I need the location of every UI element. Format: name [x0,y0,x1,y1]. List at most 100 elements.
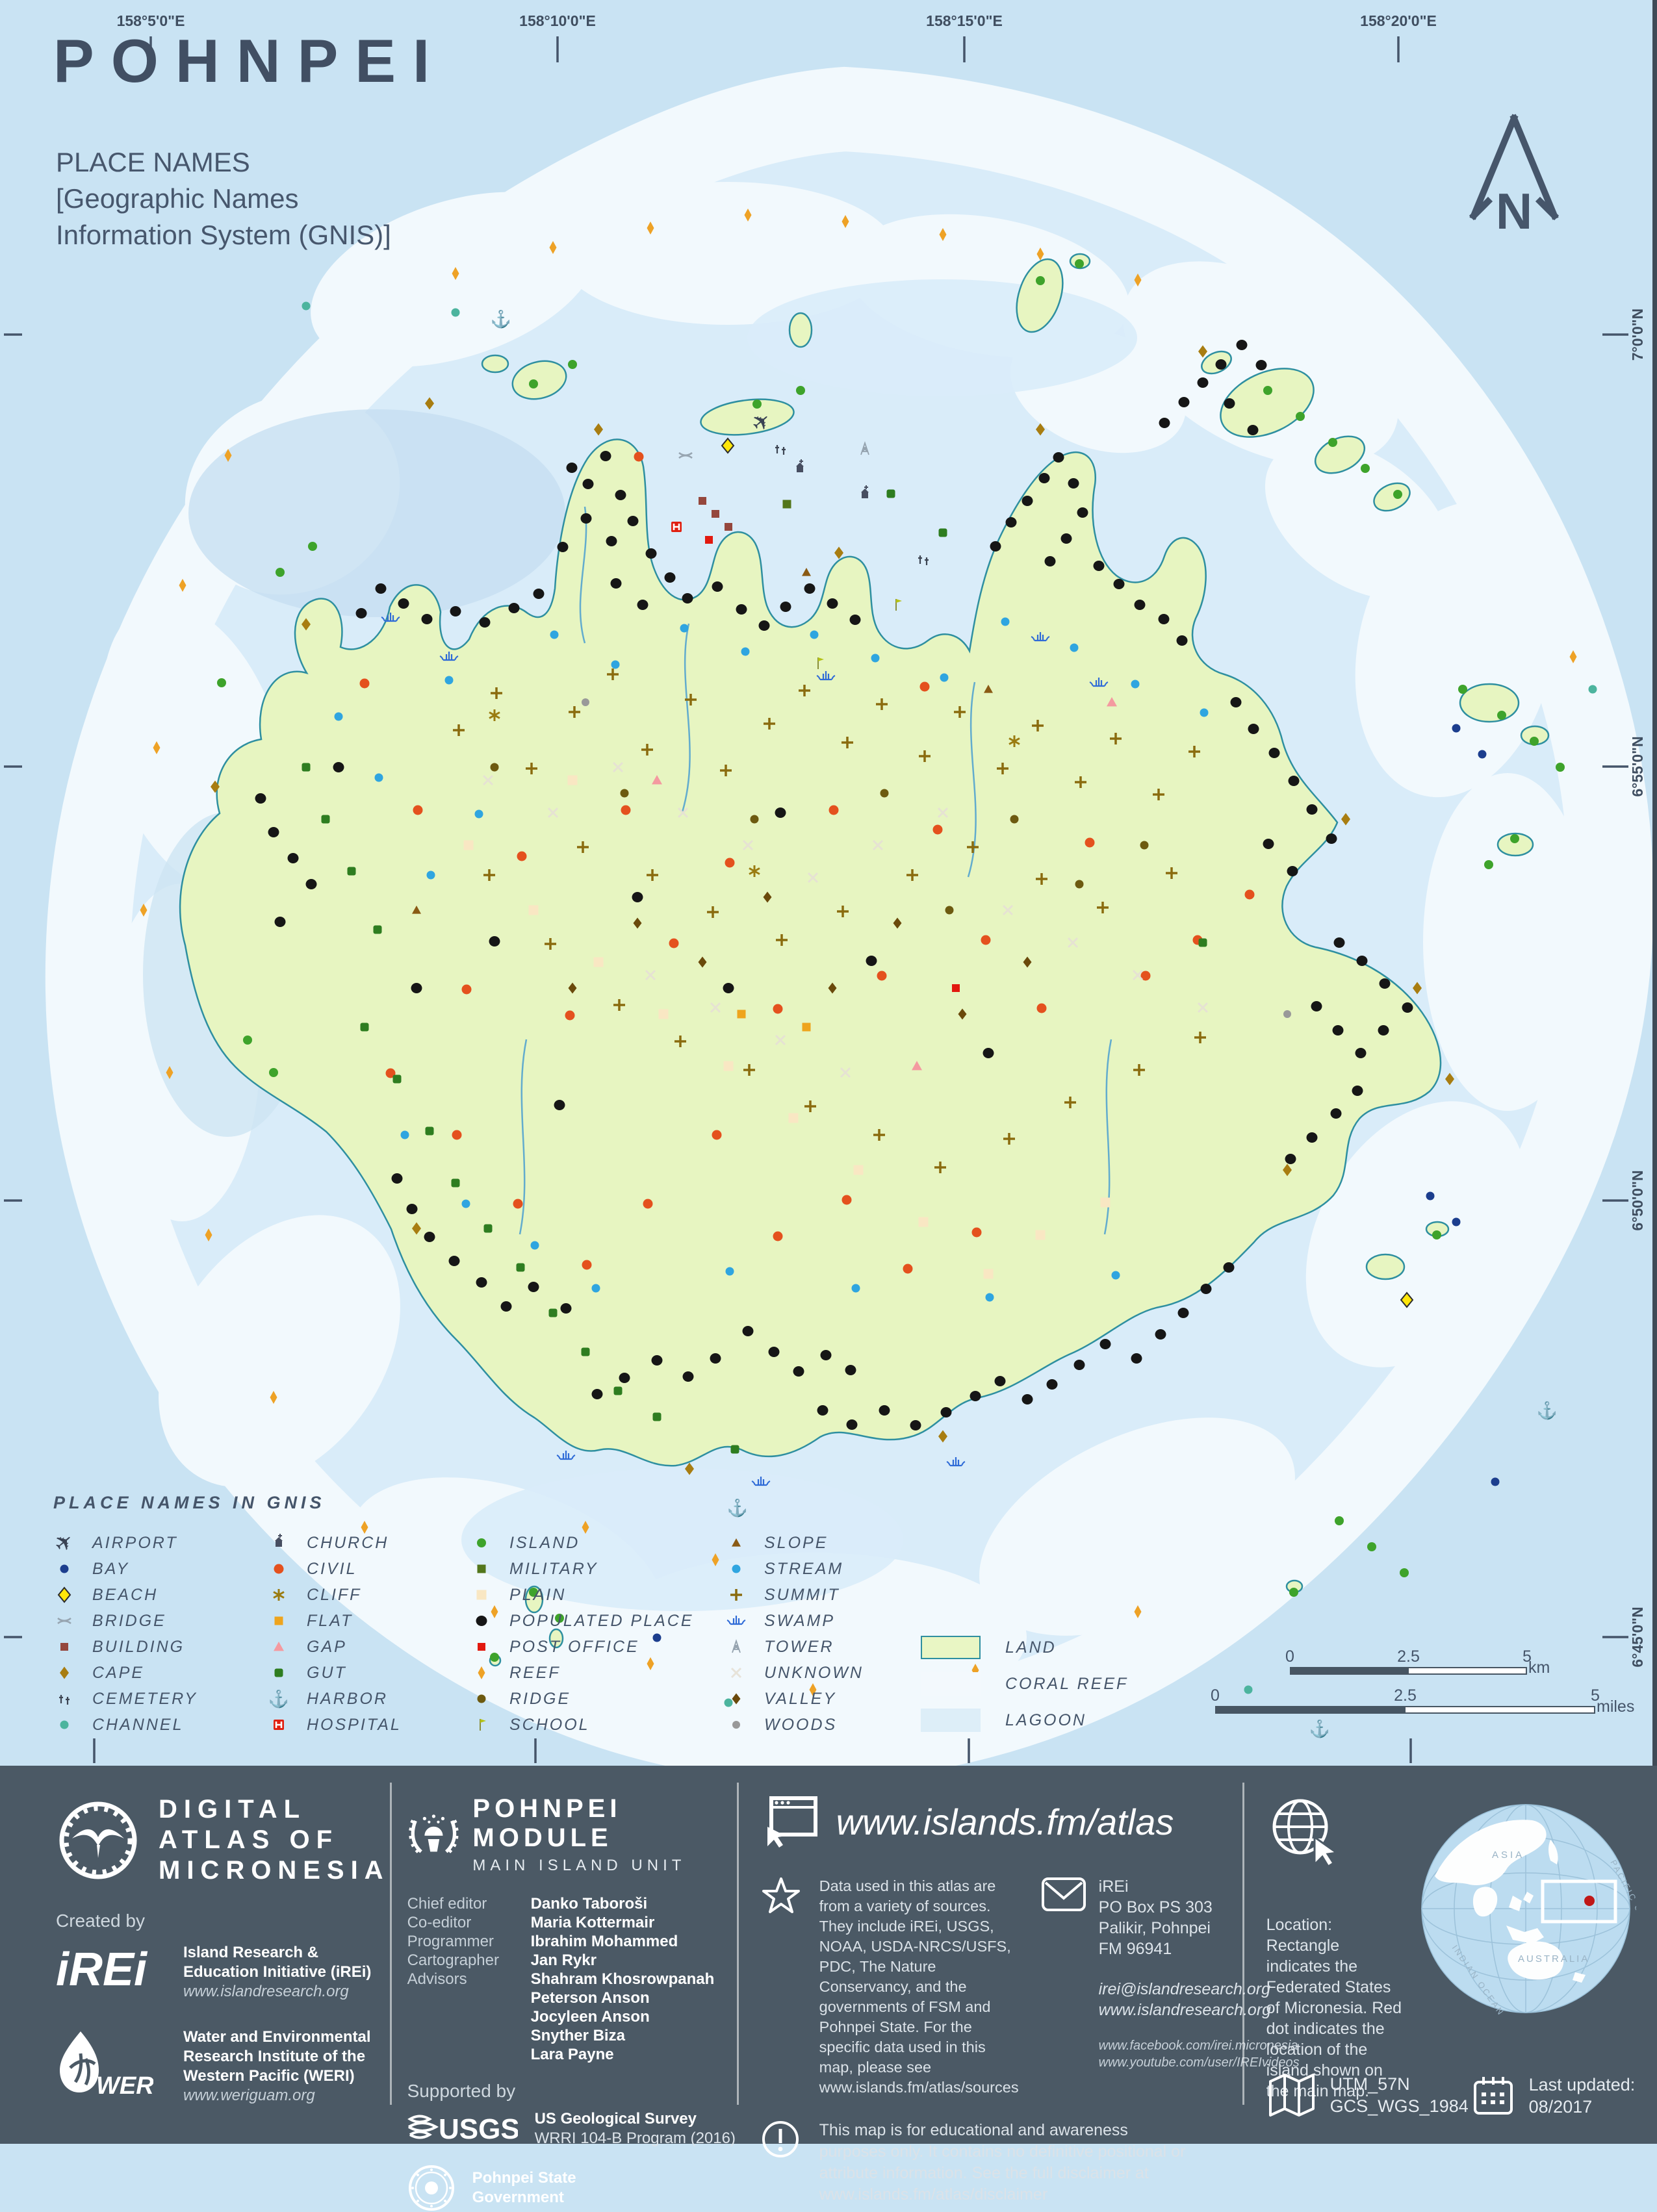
map-marker-summit[interactable] [841,737,853,748]
map-marker-pop[interactable] [1268,748,1280,758]
map-marker-pop[interactable] [287,853,299,863]
map-marker-pop[interactable] [1355,1048,1367,1058]
map-marker-harbor[interactable]: ⚓ [1309,1719,1330,1738]
map-marker-plain[interactable] [723,1061,734,1071]
map-marker-stream[interactable] [1131,680,1140,689]
map-marker-reef[interactable] [939,228,947,241]
map-marker-summit[interactable] [707,906,719,918]
map-marker-stream[interactable] [741,647,750,656]
map-marker-plain[interactable] [918,1217,929,1227]
map-marker-summit[interactable] [685,694,697,706]
map-marker-gut[interactable] [373,925,382,934]
map-marker-pop[interactable] [1113,579,1125,589]
map-marker-reef[interactable] [549,241,557,254]
map-marker-pop[interactable] [508,603,520,613]
map-marker-island[interactable] [490,1653,499,1662]
map-marker-pop[interactable] [1263,839,1274,849]
map-marker-summit[interactable] [607,668,619,680]
map-marker-bay[interactable] [1452,724,1461,733]
map-marker-cape[interactable] [412,1222,421,1235]
map-marker-pop[interactable] [1230,697,1242,707]
map-marker-island[interactable] [1556,763,1565,772]
map-marker-civil[interactable] [903,1264,913,1274]
map-marker-pop[interactable] [500,1301,512,1312]
map-marker-pop[interactable] [528,1282,539,1292]
map-marker-cliff[interactable] [1008,735,1020,747]
map-marker-stream[interactable] [871,654,880,663]
map-marker-summit[interactable] [483,869,495,881]
map-marker-pop[interactable] [255,793,266,804]
map-marker-building[interactable] [725,523,732,531]
map-marker-reef[interactable] [1134,273,1142,286]
map-marker-island[interactable] [1335,1516,1344,1525]
map-marker-stream[interactable] [1200,708,1209,717]
map-marker-summit[interactable] [720,765,732,776]
map-marker-pop[interactable] [533,589,545,599]
map-marker-civil[interactable] [1244,889,1255,900]
map-marker-pop[interactable] [994,1376,1006,1386]
map-marker-summit[interactable] [577,841,589,853]
map-marker-pop[interactable] [632,892,643,902]
map-marker-cape[interactable] [1036,423,1045,436]
map-marker-island[interactable] [217,678,226,687]
map-marker-woods[interactable] [1283,1010,1291,1018]
map-marker-pop[interactable] [406,1204,418,1214]
map-marker-pop[interactable] [664,572,676,583]
map-marker-pop[interactable] [1060,533,1072,544]
map-marker-summit[interactable] [569,706,580,718]
map-marker-island[interactable] [243,1036,252,1045]
map-marker-pop[interactable] [1287,866,1298,876]
map-marker-island[interactable] [1400,1568,1409,1577]
map-marker-pop[interactable] [1021,1394,1033,1405]
map-marker-valley[interactable] [828,982,837,994]
map-marker-stream[interactable] [680,624,689,633]
map-marker-stream[interactable] [444,676,454,685]
map-marker-pop[interactable] [1159,418,1170,428]
map-marker-unknown[interactable] [775,1034,786,1046]
map-marker-stream[interactable] [374,773,383,782]
map-marker-pop[interactable] [411,983,422,993]
map-marker-reef[interactable] [491,1605,498,1618]
map-marker-plain[interactable] [788,1113,799,1123]
map-marker-pop[interactable] [1155,1329,1166,1340]
map-marker-swamp[interactable] [381,613,400,622]
map-marker-reef[interactable] [270,1391,277,1404]
map-marker-valley[interactable] [633,917,642,929]
map-marker-gut[interactable] [516,1263,525,1272]
map-marker-stream[interactable] [426,871,435,880]
map-marker-unknown[interactable] [645,969,656,981]
map-marker-summit[interactable] [1003,1133,1015,1145]
map-marker-pop[interactable] [1053,452,1064,463]
map-marker-pop[interactable] [845,1365,856,1375]
map-marker-pop[interactable] [1378,1025,1389,1036]
map-marker-pop[interactable] [606,536,617,546]
map-marker-reef[interactable] [179,579,186,592]
map-marker-summit[interactable] [997,763,1008,774]
weri-url-link[interactable]: www.weriguam.org [183,2087,315,2104]
map-marker-pop[interactable] [1177,1308,1189,1318]
map-marker-gut[interactable] [938,528,947,537]
map-marker-civil[interactable] [513,1199,523,1209]
map-marker-summit[interactable] [545,938,556,950]
map-marker-swamp[interactable] [1089,678,1109,687]
map-marker-pop[interactable] [391,1173,403,1184]
map-marker-island[interactable] [796,386,805,395]
map-marker-unknown[interactable] [547,807,559,819]
map-marker-military[interactable] [782,500,791,509]
map-marker-reef[interactable] [140,904,148,917]
map-marker-civil[interactable] [385,1068,396,1078]
map-marker-island[interactable] [1393,490,1402,499]
map-marker-reef[interactable] [712,1553,719,1566]
map-marker-bridge[interactable] [678,451,693,459]
map-marker-pop[interactable] [1326,833,1337,844]
map-marker-building[interactable] [712,510,719,518]
map-marker-gut[interactable] [302,763,311,772]
map-marker-pop[interactable] [1200,1284,1212,1294]
map-marker-bay[interactable] [1426,1191,1435,1201]
map-marker-civil[interactable] [669,938,679,948]
map-marker-summit[interactable] [837,906,849,917]
map-marker-ridge[interactable] [880,789,889,798]
map-marker-pop[interactable] [554,1100,565,1110]
map-markers[interactable]: ⚓⚓⚓⚓✈ [140,209,1597,1738]
map-marker-pop[interactable] [1038,473,1050,483]
